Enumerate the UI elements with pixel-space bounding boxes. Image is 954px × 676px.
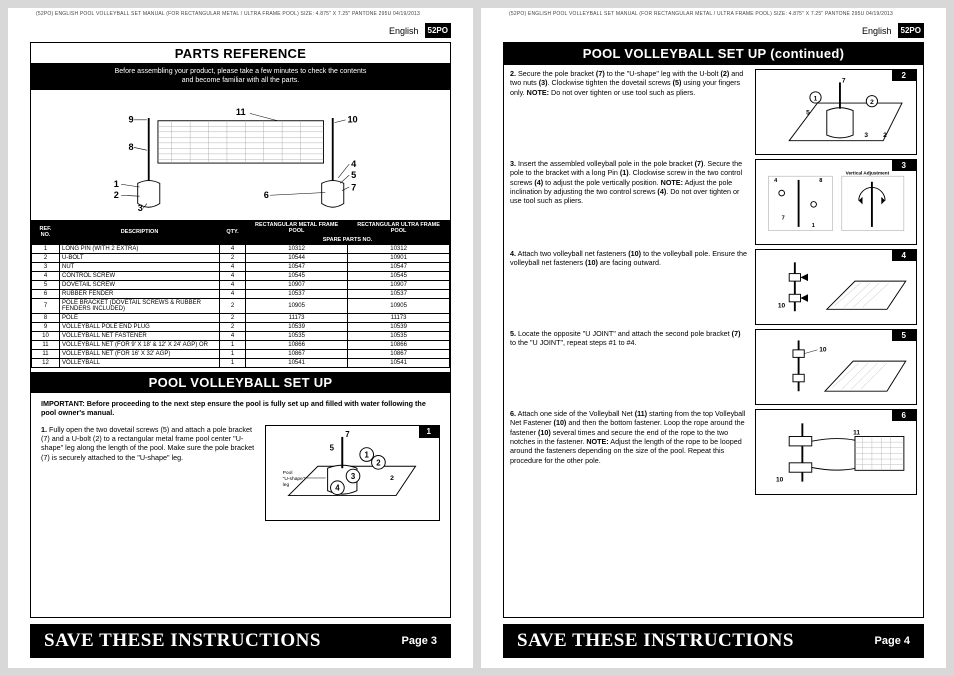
svg-text:"U-shape": "U-shape": [283, 476, 305, 482]
content-frame: POOL VOLLEYBALL SET UP (continued) 2. Se…: [503, 42, 924, 618]
figure-1-tag: 1: [419, 426, 439, 438]
figure-3: 3 4 8 7 1 Vertical Adjustment: [755, 159, 917, 245]
svg-text:1: 1: [812, 222, 815, 228]
svg-text:2: 2: [377, 459, 382, 468]
step-2: 2. Secure the pole bracket (7) to the "U…: [510, 69, 917, 155]
step-1: 1. Fully open the two dovetail screws (5…: [31, 423, 450, 523]
svg-text:3: 3: [137, 203, 142, 213]
step-1-text: Fully open the two dovetail screws (5) a…: [41, 425, 254, 462]
setup-continued-title: POOL VOLLEYBALL SET UP (continued): [504, 43, 923, 65]
svg-text:10: 10: [819, 347, 827, 354]
spec-header: (52PO) ENGLISH POOL VOLLEYBALL SET MANUA…: [481, 8, 946, 19]
svg-text:7: 7: [346, 430, 350, 439]
doc-code: 52PO: [898, 23, 924, 38]
svg-text:5: 5: [330, 444, 335, 453]
step-6-text: Attach one side of the Volleyball Net (1…: [510, 409, 745, 465]
parts-reference-title: PARTS REFERENCE: [31, 43, 450, 64]
page-4: (52PO) ENGLISH POOL VOLLEYBALL SET MANUA…: [481, 8, 946, 668]
svg-text:7: 7: [842, 77, 846, 84]
svg-text:11: 11: [236, 107, 246, 117]
doc-code: 52PO: [425, 23, 451, 38]
table-row: 9VOLLEYBALL POLE END PLUG21053910539: [32, 322, 450, 331]
svg-text:5: 5: [351, 169, 356, 179]
table-row: 3NUT41054710547: [32, 262, 450, 271]
svg-text:1: 1: [114, 179, 119, 189]
figure-1: 1 1 2 3 4 5 7 2 Pool "U-shape": [265, 425, 440, 521]
table-row: 12VOLLEYBALL11054110541: [32, 358, 450, 367]
step-4: 4. Attach two volleyball net fasteners (…: [510, 249, 917, 325]
svg-text:8: 8: [128, 142, 133, 152]
spares-header: SPARE PARTS NO.: [246, 235, 450, 244]
svg-text:leg: leg: [283, 482, 290, 488]
parts-table: REF. NO. DESCRIPTION QTY. RECTANGULAR ME…: [31, 220, 450, 368]
table-row: 11VOLLEYBALL NET (FOR 16' X 32' AGP)1108…: [32, 349, 450, 358]
svg-text:10: 10: [778, 303, 786, 310]
svg-text:2: 2: [114, 190, 119, 200]
language-row: English 52PO: [503, 23, 924, 38]
col-ultra: RECTANGULAR ULTRA FRAME POOL: [348, 220, 450, 235]
table-row: 11VOLLEYBALL NET (FOR 9' X 18' & 12' X 2…: [32, 340, 450, 349]
svg-text:2: 2: [391, 475, 395, 482]
page-3: (52PO) ENGLISH POOL VOLLEYBALL SET MANUA…: [8, 8, 473, 668]
figure-2: 2 1 2 7 5 3 2: [755, 69, 917, 155]
svg-text:7: 7: [781, 215, 784, 221]
footer-bar: SAVE THESE INSTRUCTIONS Page 3: [30, 624, 451, 658]
step-3: 3. Insert the assembled volleyball pole …: [510, 159, 917, 245]
table-row: 6RUBBER FENDER41053710537: [32, 289, 450, 298]
figure-5: 5 10: [755, 329, 917, 405]
table-row: 7POLE BRACKET (DOVETAIL SCREWS & RUBBER …: [32, 298, 450, 313]
svg-text:11: 11: [853, 429, 860, 436]
step-2-text: Secure the pole bracket (7) to the "U-sh…: [510, 69, 743, 97]
step-4-text: Attach two volleyball net fasteners (10)…: [510, 249, 747, 267]
svg-text:10: 10: [776, 476, 784, 483]
svg-text:1: 1: [813, 95, 817, 102]
intro-note: Before assembling your product, please t…: [31, 64, 450, 90]
save-instructions: SAVE THESE INSTRUCTIONS: [44, 630, 321, 652]
svg-text:7: 7: [351, 182, 356, 192]
svg-text:3: 3: [351, 472, 356, 481]
content-frame: PARTS REFERENCE Before assembling your p…: [30, 42, 451, 618]
step-5-text: Locate the opposite "U JOINT" and attach…: [510, 329, 740, 347]
spec-header: (52PO) ENGLISH POOL VOLLEYBALL SET MANUA…: [8, 8, 473, 19]
table-row: 5DOVETAIL SCREW41090710907: [32, 280, 450, 289]
col-ref: REF. NO.: [32, 220, 60, 244]
language-label: English: [862, 26, 892, 36]
svg-text:3: 3: [864, 131, 868, 138]
important-note: IMPORTANT: Before proceeding to the next…: [31, 393, 450, 423]
col-rect: RECTANGULAR METAL FRAME POOL: [246, 220, 348, 235]
table-row: 2U-BOLT21054410901: [32, 253, 450, 262]
table-row: 4CONTROL SCREW41054510545: [32, 271, 450, 280]
svg-text:4: 4: [336, 484, 341, 493]
step-6: 6. Attach one side of the Volleyball Net…: [510, 409, 917, 495]
language-label: English: [389, 26, 419, 36]
svg-text:1: 1: [365, 451, 370, 460]
language-row: English 52PO: [30, 23, 451, 38]
svg-text:4: 4: [774, 177, 778, 183]
svg-text:2: 2: [870, 99, 874, 106]
step-5: 5. Locate the opposite "U JOINT" and att…: [510, 329, 917, 405]
svg-text:5: 5: [806, 109, 810, 116]
svg-text:4: 4: [351, 158, 357, 168]
svg-text:6: 6: [263, 190, 268, 200]
figure-6: 6 10 11: [755, 409, 917, 495]
svg-text:Pool: Pool: [283, 470, 293, 476]
table-row: 1LONG PIN (WITH 2 EXTRA)41031210312: [32, 244, 450, 253]
parts-diagram: 9 11 10 8 4 5 1 2 6 7 3: [31, 90, 450, 220]
footer-bar: SAVE THESE INSTRUCTIONS Page 4: [503, 624, 924, 658]
figure-4: 4 10: [755, 249, 917, 325]
step-3-text: Insert the assembled volleyball pole in …: [510, 159, 742, 205]
page-number: Page 4: [875, 635, 910, 647]
setup-title: POOL VOLLEYBALL SET UP: [31, 372, 450, 393]
svg-text:9: 9: [128, 114, 133, 124]
col-qty: QTY.: [220, 220, 246, 244]
table-row: 10VOLLEYBALL NET FASTENER41053510535: [32, 331, 450, 340]
page-number: Page 3: [402, 635, 437, 647]
svg-text:Vertical Adjustment: Vertical Adjustment: [845, 170, 889, 175]
svg-text:10: 10: [347, 114, 357, 124]
save-instructions: SAVE THESE INSTRUCTIONS: [517, 630, 794, 652]
col-desc: DESCRIPTION: [60, 220, 220, 244]
table-row: 8POLE21117311173: [32, 313, 450, 322]
svg-text:8: 8: [819, 177, 822, 183]
svg-text:2: 2: [883, 131, 887, 138]
